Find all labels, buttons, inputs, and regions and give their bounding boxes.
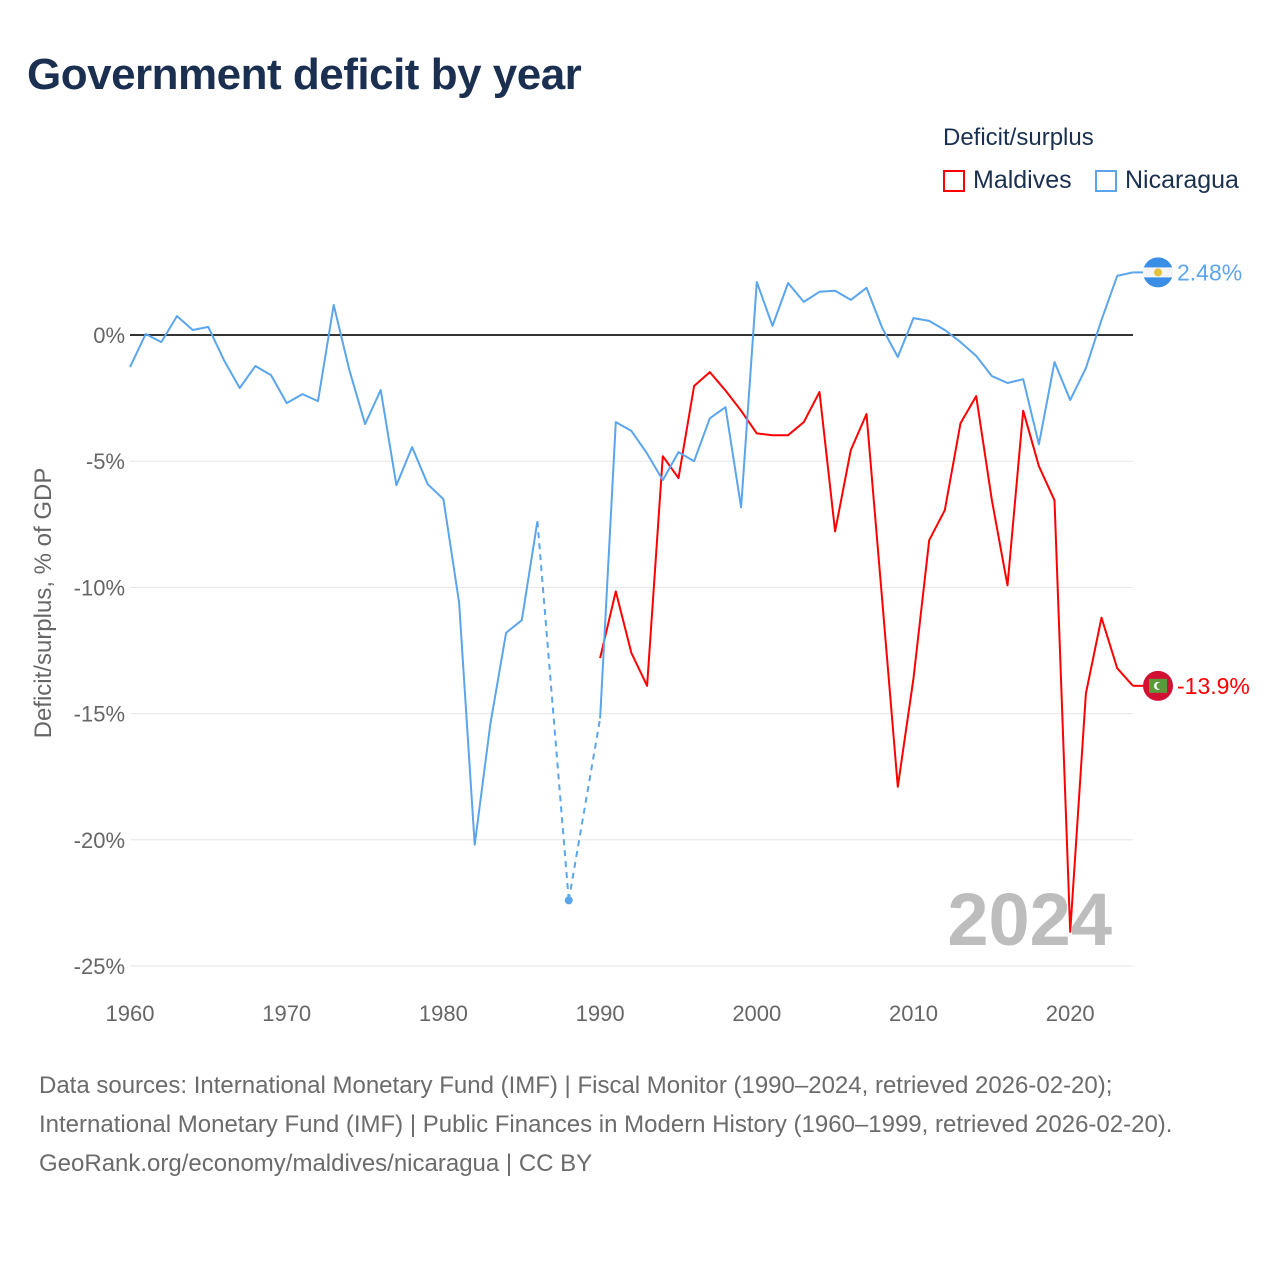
x-tick-label: 1970 <box>262 1001 311 1026</box>
y-tick-label: -20% <box>74 828 125 853</box>
series-line-nicaragua <box>599 271 1134 719</box>
y-tick-label: 0% <box>93 323 125 348</box>
legend-title: Deficit/surplus <box>943 124 1094 151</box>
footer: Data sources: International Monetary Fun… <box>39 1066 1239 1183</box>
x-tick-label: 1980 <box>419 1001 468 1026</box>
credit-link[interactable]: GeoRank.org/economy/maldives/nicaragua |… <box>39 1150 593 1177</box>
data-sources: Data sources: International Monetary Fun… <box>39 1072 1173 1138</box>
x-tick-label: 1960 <box>106 1001 155 1026</box>
y-tick-label: -10% <box>74 575 125 600</box>
x-tick-label: 2020 <box>1046 1001 1095 1026</box>
flag-icon-maldives <box>1143 670 1173 701</box>
end-label-maldives: -13.9% <box>1177 673 1250 699</box>
flag-icon-nicaragua <box>1143 257 1173 288</box>
year-watermark: 2024 <box>947 878 1112 961</box>
x-tick-label: 2000 <box>732 1001 781 1026</box>
y-tick-label: -15% <box>74 702 125 727</box>
x-tick-label: 1990 <box>576 1001 625 1026</box>
series-line-maldives <box>599 371 1134 933</box>
end-label-nicaragua: 2.48% <box>1177 259 1242 285</box>
series-line-nicaragua <box>129 304 539 846</box>
legend-label-maldives: Maldives <box>973 166 1072 194</box>
legend-swatch-nicaragua <box>1095 169 1117 192</box>
x-tick-label: 2010 <box>889 1001 938 1026</box>
series-gap-nicaragua <box>567 718 602 901</box>
series-gap-nicaragua <box>536 521 570 901</box>
y-tick-label: -25% <box>74 954 125 979</box>
flag-emblem <box>1154 268 1162 277</box>
y-tick-label: -5% <box>86 449 125 474</box>
legend-swatch-maldives <box>943 169 965 192</box>
legend-item-maldives[interactable]: Maldives <box>943 166 1072 195</box>
flag-crescent-cut <box>1156 682 1164 690</box>
chart-title: Government deficit by year <box>27 50 582 99</box>
legend-item-nicaragua[interactable]: Nicaragua <box>1095 166 1239 195</box>
y-axis-label: Deficit/surplus, % of GDP <box>30 468 57 739</box>
legend-label-nicaragua: Nicaragua <box>1125 166 1239 194</box>
